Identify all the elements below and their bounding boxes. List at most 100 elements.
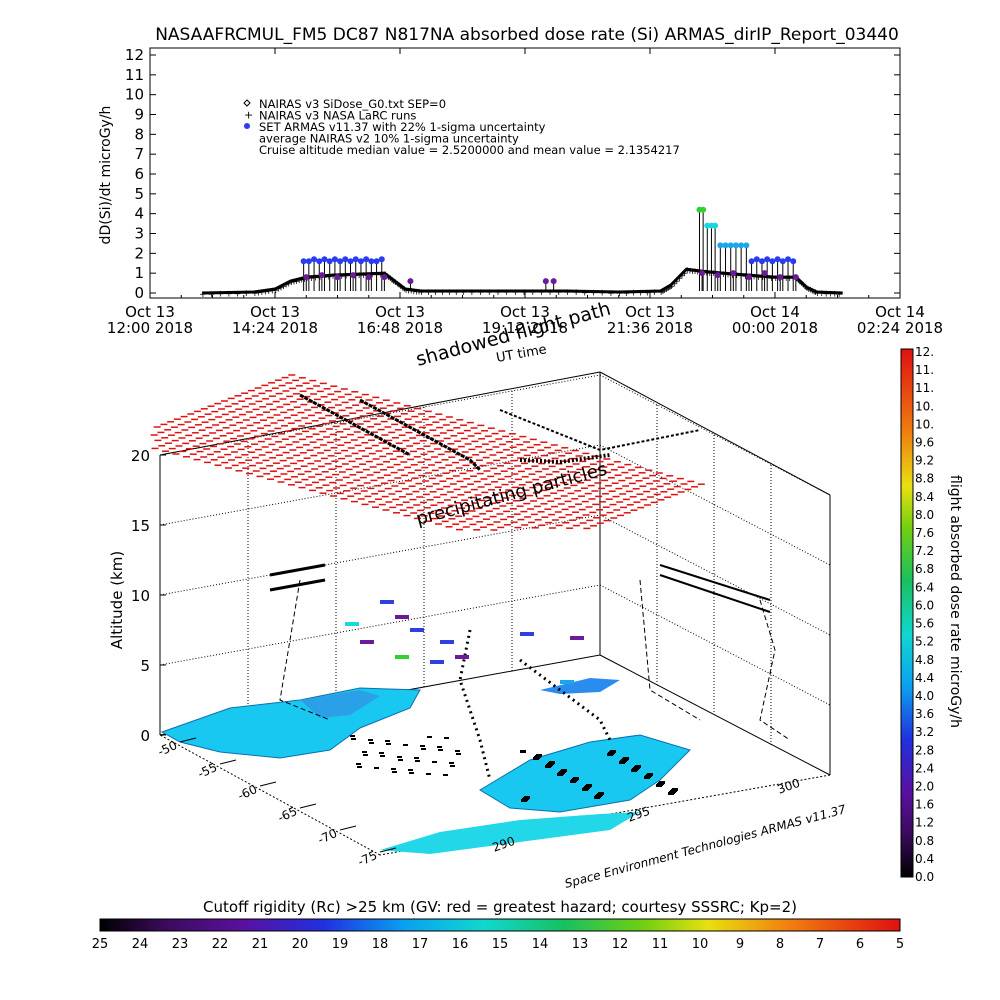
grid-line (159, 444, 601, 526)
model-marker: + (225, 290, 233, 300)
y-tick-label: 7 (134, 145, 144, 163)
armas-point (699, 270, 706, 277)
model-marker: + (755, 273, 763, 283)
rigidity-tick-label: 19 (332, 937, 349, 952)
armas-point (764, 256, 771, 263)
rigidity-tick-label: 20 (292, 937, 309, 952)
model-marker: + (342, 272, 350, 282)
model-marker: + (676, 274, 684, 284)
ground-track-marker (391, 768, 396, 770)
model-marker: + (275, 285, 283, 295)
model-marker: + (683, 266, 691, 276)
y-tick-label: 5 (134, 185, 144, 203)
rigidity-tick-label: 8 (776, 937, 784, 952)
precipitating-particles-grid (150, 374, 705, 531)
dose-colored-segment (345, 622, 359, 626)
legend-plus-marker: + (244, 109, 253, 122)
ground-track-marker (368, 739, 373, 741)
model-marker: + (301, 275, 309, 285)
model-marker: + (659, 287, 667, 297)
ground-track-marker (403, 744, 408, 746)
lon-tick-label: 295 (625, 804, 651, 825)
armas-point (743, 242, 750, 249)
armas-point (342, 256, 349, 263)
dose-colorbar-ticks: 0.0 0.4 0.8 1.2 1.6 2.0 2.4 2.8 3.2 3.6 4.0 4.4 4.8 5… (915, 345, 934, 884)
lat-tick (219, 759, 237, 765)
z-tick-label: 15 (131, 517, 150, 535)
ground-track-marker (444, 737, 449, 739)
ground-track-marker (415, 760, 420, 762)
armas-point (779, 258, 786, 265)
top-flight-track (519, 453, 611, 465)
model-marker: + (394, 279, 402, 289)
dose-colored-segment (430, 660, 444, 664)
model-marker: + (666, 283, 674, 293)
dose-colored-segment (380, 600, 394, 604)
model-marker: + (413, 287, 421, 297)
x-tick-label: Oct 14 (875, 303, 925, 321)
dose-colored-segment (395, 655, 409, 659)
rigidity-colorbar: Cutoff rigidity (Rc) >25 km (GV: red = g… (92, 898, 904, 952)
ground-track-marker (573, 777, 579, 780)
model-marker: + (295, 276, 303, 286)
x-tick-label: Oct 13 (125, 303, 175, 321)
dose-colored-segment (440, 640, 454, 644)
y-tick-label: 0 (134, 284, 144, 302)
box-edge (599, 654, 831, 776)
model-marker: + (258, 288, 266, 298)
lat-tick-label: -55 (196, 760, 220, 781)
model-marker: + (477, 288, 485, 298)
ground-track-marker (450, 765, 455, 767)
model-marker: + (564, 288, 572, 298)
model-marker: + (415, 288, 423, 298)
z-tick-label: 0 (140, 727, 150, 745)
dose-tick-label: 4.8 (915, 653, 934, 667)
rigidity-colorbar-ticks: 25 24 23 22 21 20 19 18 17 16 15 14 13 12 11 10 9 8 7 6 5 (92, 937, 904, 952)
model-marker: + (255, 289, 263, 299)
model-marker: + (630, 289, 638, 299)
model-marker: + (468, 288, 476, 298)
model-marker: + (400, 285, 408, 295)
model-marker: + (377, 270, 385, 280)
x-tick-label: Oct 13 (625, 303, 675, 321)
armas-point (753, 256, 760, 263)
x-tick-label: Oct 14 (750, 303, 800, 321)
model-marker: + (546, 288, 554, 298)
lat-tick (299, 803, 317, 809)
model-marker: + (759, 273, 767, 283)
land-shape (300, 690, 380, 718)
model-marker: + (439, 288, 447, 298)
model-marker: + (724, 270, 732, 280)
model-marker: + (706, 269, 714, 279)
top-flight-track (299, 393, 411, 457)
model-marker: + (670, 279, 678, 289)
ground-track-marker (561, 769, 567, 772)
model-marker: + (425, 288, 433, 298)
model-marker: + (827, 290, 835, 300)
x-tick-label: 19:12 2018 (482, 319, 568, 337)
dose-colored-segment (410, 628, 424, 632)
dose-tick-label: 11. (915, 363, 934, 377)
armas-point (730, 270, 737, 277)
x-tick-label: 12:00 2018 (107, 319, 193, 337)
z-tick-label: 10 (131, 587, 150, 605)
model-marker: + (800, 281, 808, 291)
model-marker: + (494, 288, 502, 298)
ground-track-marker (427, 736, 432, 738)
ground-track-marker (659, 781, 665, 784)
model-marker: + (795, 276, 803, 286)
z-tick-label: 5 (140, 657, 150, 675)
ground-track-marker (363, 754, 368, 756)
model-marker: + (681, 269, 689, 279)
armas-point (712, 222, 719, 229)
ground-track-marker (374, 767, 379, 769)
model-marker: + (312, 273, 320, 283)
rigidity-tick-label: 6 (856, 937, 864, 952)
armas-point (542, 278, 549, 285)
x-tick-label: 14:24 2018 (232, 319, 318, 337)
model-marker: + (392, 278, 400, 288)
dose-tick-label: 3.2 (915, 725, 934, 739)
ground-track-marker (369, 742, 374, 744)
land-shape (479, 734, 691, 813)
